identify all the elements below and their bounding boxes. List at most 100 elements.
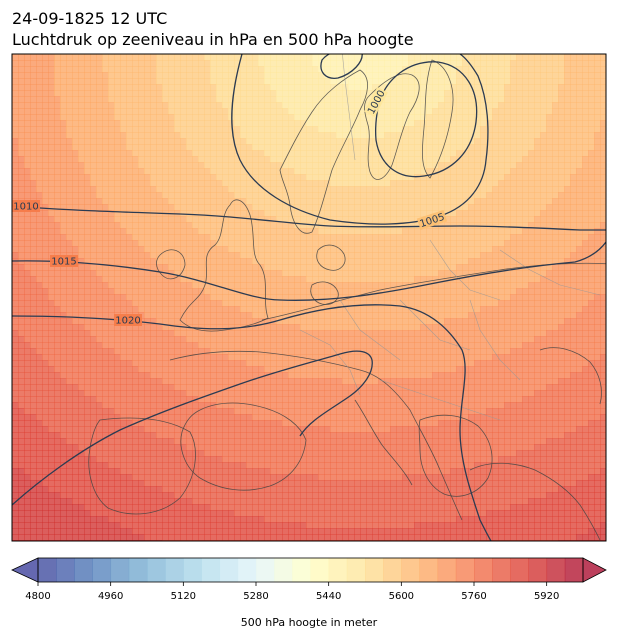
height-cell	[390, 282, 397, 289]
height-cell	[330, 348, 337, 355]
height-cell	[300, 300, 307, 307]
height-cell	[66, 60, 73, 67]
height-cell	[534, 222, 541, 229]
height-cell	[108, 60, 115, 67]
height-cell	[336, 198, 343, 205]
height-cell	[174, 138, 181, 145]
height-cell	[84, 126, 91, 133]
height-cell	[42, 192, 49, 199]
height-cell	[126, 210, 133, 217]
height-cell	[414, 54, 421, 61]
height-cell	[234, 252, 241, 259]
height-cell	[318, 114, 325, 121]
height-cell	[486, 186, 493, 193]
height-cell	[588, 150, 595, 157]
height-cell	[96, 72, 103, 79]
height-cell	[432, 270, 439, 277]
height-cell	[222, 126, 229, 133]
height-cell	[138, 84, 145, 91]
height-cell	[282, 312, 289, 319]
height-cell	[438, 114, 445, 121]
height-cell	[420, 198, 427, 205]
height-cell	[258, 180, 265, 187]
height-cell	[456, 294, 463, 301]
height-cell	[126, 78, 133, 85]
height-cell	[192, 132, 199, 139]
height-cell	[552, 240, 559, 247]
height-cell	[330, 114, 337, 121]
height-cell	[318, 78, 325, 85]
height-cell	[60, 84, 67, 91]
height-cell	[366, 72, 373, 79]
height-cell	[414, 252, 421, 259]
height-cell	[420, 192, 427, 199]
height-cell	[216, 342, 223, 349]
height-cell	[498, 126, 505, 133]
height-cell	[144, 264, 151, 271]
height-cell	[492, 306, 499, 313]
height-cell	[438, 222, 445, 229]
height-cell	[168, 138, 175, 145]
height-cell	[528, 318, 535, 325]
height-cell	[438, 180, 445, 187]
height-cell	[504, 54, 511, 61]
height-cell	[252, 348, 259, 355]
height-cell	[144, 324, 151, 331]
height-cell	[174, 168, 181, 175]
height-cell	[402, 78, 409, 85]
height-cell	[408, 240, 415, 247]
height-cell	[66, 324, 73, 331]
height-cell	[432, 204, 439, 211]
height-cell	[252, 138, 259, 145]
height-cell	[282, 120, 289, 127]
height-cell	[396, 324, 403, 331]
height-cell	[234, 276, 241, 283]
height-cell	[414, 198, 421, 205]
height-cell	[108, 270, 115, 277]
height-cell	[186, 84, 193, 91]
height-cell	[144, 270, 151, 277]
height-cell	[36, 222, 43, 229]
height-cell	[522, 132, 529, 139]
height-cell	[504, 324, 511, 331]
height-cell	[54, 78, 61, 85]
height-cell	[216, 240, 223, 247]
height-cell	[552, 300, 559, 307]
height-cell	[246, 270, 253, 277]
height-cell	[186, 294, 193, 301]
height-cell	[462, 72, 469, 79]
height-cell	[180, 138, 187, 145]
height-cell	[210, 330, 217, 337]
height-cell	[390, 234, 397, 241]
height-cell	[306, 60, 313, 67]
height-cell	[222, 60, 229, 67]
height-cell	[504, 102, 511, 109]
height-cell	[246, 342, 253, 349]
height-cell	[246, 204, 253, 211]
height-cell	[474, 156, 481, 163]
height-cell	[174, 300, 181, 307]
height-cell	[264, 192, 271, 199]
height-cell	[420, 288, 427, 295]
height-cell	[120, 180, 127, 187]
height-cell	[342, 132, 349, 139]
height-cell	[210, 354, 217, 361]
height-cell	[462, 234, 469, 241]
height-cell	[240, 150, 247, 157]
height-cell	[390, 192, 397, 199]
height-cell	[330, 336, 337, 343]
height-cell	[204, 294, 211, 301]
height-cell	[204, 192, 211, 199]
height-cell	[18, 192, 25, 199]
height-cell	[552, 330, 559, 337]
height-cell	[366, 258, 373, 265]
height-cell	[492, 270, 499, 277]
height-cell	[24, 72, 31, 79]
height-cell	[150, 276, 157, 283]
height-cell	[492, 318, 499, 325]
height-cell	[600, 264, 606, 271]
height-cell	[432, 90, 439, 97]
height-cell	[480, 288, 487, 295]
height-cell	[42, 246, 49, 253]
height-cell	[456, 318, 463, 325]
